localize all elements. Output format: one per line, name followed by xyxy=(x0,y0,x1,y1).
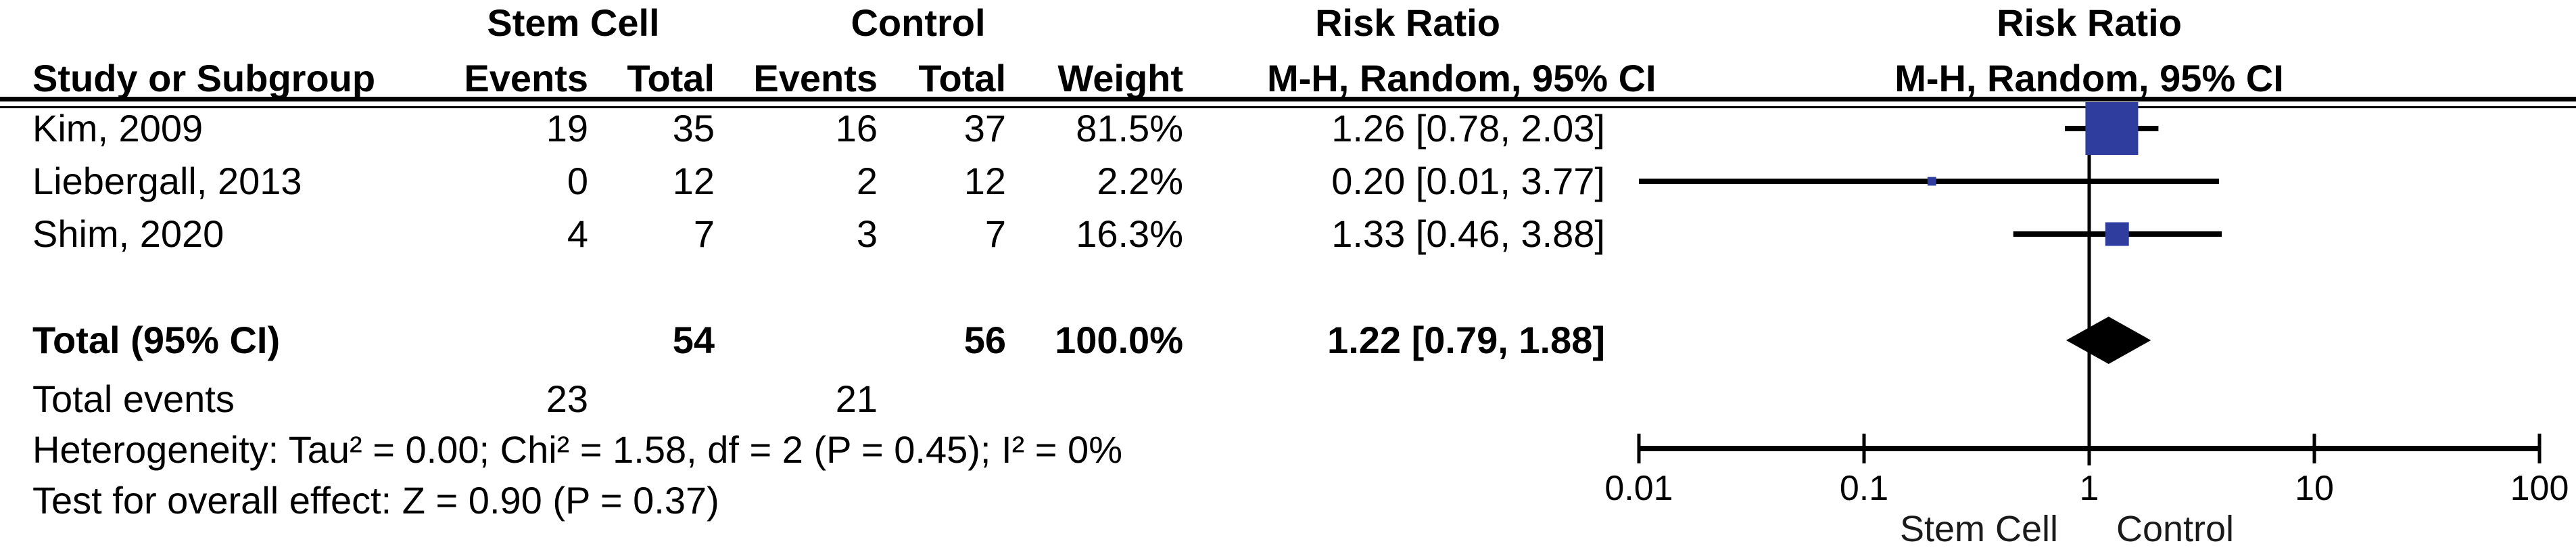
heterogeneity-text: Heterogeneity: Tau² = 0.00; Chi² = 1.58,… xyxy=(32,428,1122,471)
axis-tick-label: 0.01 xyxy=(1604,469,1673,508)
col-header-events-control: Events xyxy=(753,57,878,99)
group-header-stem-cell: Stem Cell xyxy=(487,1,660,44)
weight-cell: 16.3% xyxy=(1076,212,1183,255)
events-treat-cell: 0 xyxy=(567,160,588,202)
col-header-weight: Weight xyxy=(1057,57,1183,99)
weight-cell: 2.2% xyxy=(1097,160,1183,202)
total-events-label: Total events xyxy=(32,377,235,420)
total-events-row: Total events 23 21 xyxy=(0,373,1623,426)
total-row-total-control: 56 xyxy=(963,319,1006,361)
overall-effect-row: Test for overall effect: Z = 0.90 (P = 0… xyxy=(0,474,1623,527)
events-treat-cell: 19 xyxy=(546,107,588,150)
study-name-cell: Shim, 2020 xyxy=(32,212,224,255)
col-header-events-treat: Events xyxy=(464,57,588,99)
events-control-cell: 3 xyxy=(856,212,878,255)
study-row: Kim, 2009 19 35 16 37 81.5% 1.26 [0.78, 2.03] xyxy=(0,102,1623,155)
ci-text-cell: 1.26 [0.78, 2.03] xyxy=(1331,107,1605,150)
total-treat-cell: 7 xyxy=(693,212,715,255)
total-control-cell: 7 xyxy=(984,212,1006,255)
column-header-row: Study or Subgroup Events Total Events To… xyxy=(0,57,1656,100)
total-control-cell: 37 xyxy=(963,107,1006,150)
axis-tick-label: 1 xyxy=(2079,469,2099,508)
effect-marker xyxy=(2105,222,2129,246)
ci-text-cell: 0.20 [0.01, 3.77] xyxy=(1331,160,1605,202)
study-name-cell: Kim, 2009 xyxy=(32,107,204,150)
total-row-weight: 100.0% xyxy=(1055,319,1183,361)
plot-header-method: M-H, Random, 95% CI xyxy=(1894,57,2284,99)
plot-header-risk-ratio: Risk Ratio xyxy=(1997,1,2182,44)
events-control-cell: 2 xyxy=(856,160,878,202)
events-treat-cell: 4 xyxy=(567,212,588,255)
header-divider-thin xyxy=(0,106,2576,108)
study-row: Liebergall, 2013 0 12 2 12 2.2% 0.20 [0.01, 3.… xyxy=(0,155,1623,208)
total-row: Total (95% CI) 54 56 100.0% 1.22 [0.79, … xyxy=(0,314,1623,367)
events-control-cell: 16 xyxy=(835,107,878,150)
col-header-study: Study or Subgroup xyxy=(32,57,376,99)
study-name-cell: Liebergall, 2013 xyxy=(32,160,302,202)
axis-footer-favours-right: Control xyxy=(2116,509,2235,549)
col-header-total-treat: Total xyxy=(627,57,715,99)
overall-effect-text: Test for overall effect: Z = 0.90 (P = 0… xyxy=(32,479,719,522)
total-events-control-value: 21 xyxy=(835,377,878,420)
weight-cell: 81.5% xyxy=(1076,107,1183,150)
axis-footer-favours-left: Stem Cell xyxy=(1899,509,2059,549)
total-control-cell: 12 xyxy=(963,160,1006,202)
group-header-risk-ratio: Risk Ratio xyxy=(1315,1,1500,44)
group-header-control: Control xyxy=(851,1,986,44)
axis-tick-label: 100 xyxy=(2510,469,2569,508)
pooled-diamond xyxy=(2066,317,2151,364)
axis-tick-label: 10 xyxy=(2295,469,2334,508)
total-row-ci: 1.22 [0.79, 1.88] xyxy=(1327,319,1605,361)
total-row-label: Total (95% CI) xyxy=(32,319,281,361)
effect-marker xyxy=(2085,102,2139,155)
total-row-total-treat: 54 xyxy=(672,319,715,361)
study-row: Shim, 2020 4 7 3 7 16.3% 1.33 [0.46, 3.88] xyxy=(0,208,1623,260)
col-header-total-control: Total xyxy=(918,57,1006,99)
axis-tick-label: 0.1 xyxy=(1839,469,1889,508)
ci-text-cell: 1.33 [0.46, 3.88] xyxy=(1331,212,1605,255)
effect-marker xyxy=(1927,177,1936,186)
total-events-treat-value: 23 xyxy=(546,377,588,420)
total-treat-cell: 35 xyxy=(672,107,715,150)
col-header-ci: M-H, Random, 95% CI xyxy=(1267,57,1656,99)
total-treat-cell: 12 xyxy=(672,160,715,202)
header-divider-thick xyxy=(0,97,2576,101)
heterogeneity-row: Heterogeneity: Tau² = 0.00; Chi² = 1.58,… xyxy=(0,423,1623,476)
